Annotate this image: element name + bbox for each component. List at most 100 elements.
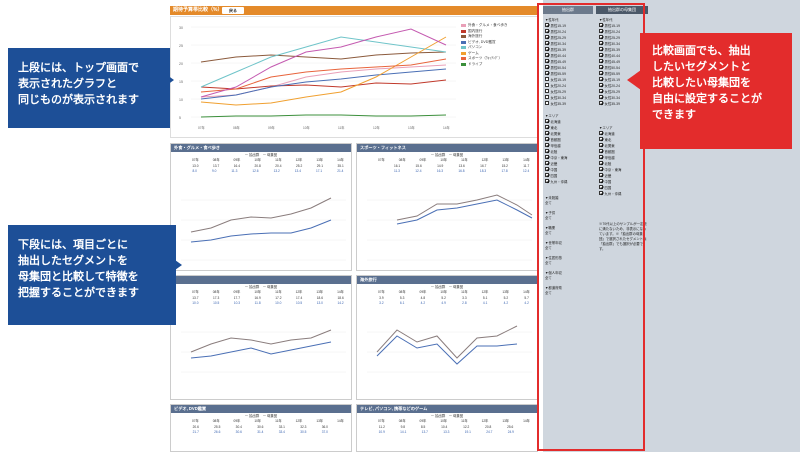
checkbox-item[interactable]: 男性35-39: [545, 46, 566, 52]
checkbox-item[interactable]: 北関東: [599, 142, 621, 148]
checkbox-item[interactable]: 男性35-39: [599, 46, 620, 52]
panel-table: 07年 08年 09年 10年 11年 12年 13年 14年 20.6 25.5 30.4 30.…: [171, 419, 351, 436]
years-row: 07年 08年 09年 10年 11年 12年 13年 14年: [378, 419, 530, 423]
values-row: 10.0 10.5 10.3 11.8 10.0 10.5 13.0 14.2: [192, 301, 344, 305]
years-row: 07年 08年 09年 10年 11年 12年 13年 14年: [192, 290, 344, 294]
checkbox-item[interactable]: 甲信越: [545, 142, 567, 148]
checkbox-item[interactable]: 九州・沖縄: [545, 178, 567, 184]
checkbox-item[interactable]: 中京・東海: [599, 166, 621, 172]
panel-overseas-travel: 海外旅行 ー 抽出群 ー 母集団 07年 08年 09年 10年 11年 12年 13年 14…: [356, 275, 538, 400]
checkbox-item[interactable]: 男性30-34: [599, 40, 620, 46]
checkbox-icon: [545, 89, 549, 93]
svg-text:12年: 12年: [373, 125, 381, 130]
callout-right: 比較画面でも、抽出 したいセグメントと 比較したい母集団を 自由に設定することが…: [640, 33, 792, 149]
all-select[interactable]: 全て: [545, 261, 552, 265]
checkbox-item[interactable]: 女性30-34: [545, 94, 566, 100]
checkbox-icon: [545, 35, 549, 39]
panel-gourmet: 外食・グルメ・食べ歩き ー 抽出群 ー 母集団 07年 08年 09年 10年 11年 1…: [170, 143, 352, 271]
checkbox-item[interactable]: 男性40-44: [599, 52, 620, 58]
area-filter-population: ▼エリア 北海道 東北 北関東 首都圏 甲信越 北陸 中京・東海 近畿 中国 四…: [599, 124, 621, 196]
top-chart-svg: 30 25 20 15 10 5 07年 08年 09年 10年 11年 12年 13年 14年: [179, 26, 456, 130]
checkbox-item[interactable]: 甲信越: [599, 154, 621, 160]
checkbox-item[interactable]: 東北: [545, 124, 567, 130]
checkbox-item[interactable]: 四国: [599, 184, 621, 190]
checkbox-item[interactable]: 女性35-39: [545, 100, 566, 106]
panel-table: 07年 08年 09年 10年 11年 12年 13年 14年 11.2 9.8 8.5 10.4 1…: [357, 419, 537, 436]
age-label: ▼性年代: [545, 17, 559, 22]
checkbox-item[interactable]: 男性45-49: [545, 58, 566, 64]
checkbox-item[interactable]: 男性45-49: [599, 58, 620, 64]
panel-domestic-travel: ー 抽出群 ー 母集団 07年 08年 09年 10年 11年 12年 13年 14年 13.…: [170, 275, 352, 400]
all-select[interactable]: 全て: [545, 231, 552, 235]
panel-legend: ー 抽出群 ー 母集団: [430, 414, 464, 418]
panel-legend: ー 抽出群 ー 母集団: [244, 153, 278, 157]
svg-text:20: 20: [179, 62, 183, 66]
all-select[interactable]: 全て: [545, 201, 552, 205]
checkbox-item[interactable]: 男性25-29: [545, 34, 566, 40]
years-row: 07年 08年 09年 10年 11年 12年 13年 14年: [192, 419, 344, 423]
checkbox-item[interactable]: 北陸: [599, 160, 621, 166]
checkbox-icon: [545, 23, 549, 27]
checkbox-item[interactable]: 首都圏: [599, 148, 621, 154]
checkbox-item[interactable]: 男性55-59: [599, 70, 620, 76]
checkbox-item[interactable]: 男性15-19: [545, 22, 566, 28]
checkbox-item[interactable]: 男性50-54: [545, 64, 566, 70]
legend-item: 外食・グルメ・食べ歩き: [461, 23, 508, 29]
checkbox-item[interactable]: 女性25-29: [545, 88, 566, 94]
legend-item: 海外旅行: [461, 34, 508, 40]
all-select[interactable]: 全て: [545, 246, 552, 250]
all-select[interactable]: 全て: [545, 276, 552, 280]
back-button[interactable]: 戻る: [222, 7, 244, 14]
checkbox-item[interactable]: 女性15-19: [599, 76, 620, 82]
checkbox-item[interactable]: 北関東: [545, 130, 567, 136]
checkbox-item[interactable]: 東北: [599, 136, 621, 142]
checkbox-item[interactable]: 女性25-29: [599, 88, 620, 94]
area-label: ▼エリア: [599, 125, 613, 130]
checkbox-item[interactable]: 男性40-44: [545, 52, 566, 58]
checkbox-item[interactable]: 男性20-24: [545, 28, 566, 34]
checkbox-item[interactable]: 女性15-19: [545, 76, 566, 82]
checkbox-item[interactable]: 中京・東海: [545, 154, 567, 160]
highlight-frame: [537, 3, 645, 451]
checkbox-item[interactable]: 女性20-24: [545, 82, 566, 88]
svg-text:30: 30: [179, 26, 183, 30]
checkbox-icon: [545, 77, 549, 81]
checkbox-item[interactable]: 四国: [545, 172, 567, 178]
checkbox-item[interactable]: 女性30-34: [599, 94, 620, 100]
individual-income-label: ▼個人年収: [545, 271, 562, 275]
years-row: 07年 08年 09年 10年 11年 12年 13年 14年: [378, 290, 530, 294]
panel-title: 海外旅行: [357, 276, 537, 284]
panel-table: 07年 08年 09年 10年 11年 12年 13年 14年 3.9 5.3 4.8 5.2 3.3…: [357, 290, 537, 307]
panel-games: テレビ, パソコン, 携帯などのゲーム ー 抽出群 ー 母集団 07年 08年 09…: [356, 404, 538, 452]
panel-chart: [181, 329, 346, 373]
checkbox-item[interactable]: 北陸: [545, 148, 567, 154]
checkbox-item[interactable]: 近畿: [545, 160, 567, 166]
checkbox-item[interactable]: 近畿: [599, 172, 621, 178]
checkbox-icon: [545, 65, 549, 69]
checkbox-item[interactable]: 男性55-59: [545, 70, 566, 76]
checkbox-item[interactable]: 中国: [599, 178, 621, 184]
checkbox-item[interactable]: 女性20-24: [599, 82, 620, 88]
checkbox-item[interactable]: 中国: [545, 166, 567, 172]
panel-legend: ー 抽出群 ー 母集団: [244, 414, 278, 418]
child-label: ▼子供: [545, 211, 556, 215]
area-filter-extract: ▼エリア 北海道 東北 北関東 首都圏 甲信越 北陸 中京・東海 近畿 中国 四…: [545, 112, 567, 184]
checkbox-item[interactable]: 北海道: [545, 118, 567, 124]
all-select[interactable]: 全て: [545, 291, 552, 295]
callout-bottom: 下段には、項目ごとに 抽出したセグメントを 母集団と比較して特徴を 把握すること…: [8, 225, 176, 325]
checkbox-item[interactable]: 男性15-19: [599, 22, 620, 28]
checkbox-item[interactable]: 男性50-54: [599, 64, 620, 70]
sidebar-head-population: 抽出群の母集団: [596, 6, 648, 14]
panel-table: 07年 08年 09年 10年 11年 12年 13年 14年 16.1 15.6 14.9 13.…: [357, 158, 537, 175]
values-row: 21.7 26.6 30.6 31.4 33.4 30.5 37.0: [192, 430, 328, 434]
checkbox-item[interactable]: 男性20-24: [599, 28, 620, 34]
checkbox-item[interactable]: 首都圏: [545, 136, 567, 142]
all-select[interactable]: 全て: [545, 216, 552, 220]
checkbox-item[interactable]: 男性30-34: [545, 40, 566, 46]
checkbox-item[interactable]: 女性35-39: [599, 100, 620, 106]
checkbox-item[interactable]: 北海道: [599, 130, 621, 136]
checkbox-item[interactable]: 男性25-29: [599, 34, 620, 40]
legend-item: ドライブ: [461, 62, 508, 68]
checkbox-item[interactable]: 九州・沖縄: [599, 190, 621, 196]
area-label: ▼エリア: [545, 113, 559, 118]
